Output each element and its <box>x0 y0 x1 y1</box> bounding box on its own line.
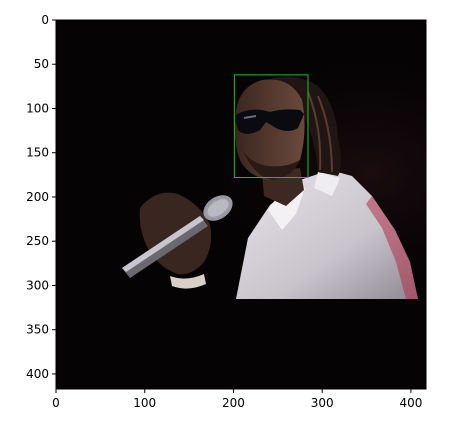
y-tick-label: 250 <box>26 234 49 248</box>
y-tick-label: 50 <box>34 57 49 71</box>
y-tick-label: 150 <box>26 146 49 160</box>
x-tick-label: 300 <box>311 396 334 410</box>
x-axis: 0 100 200 300 400 <box>52 389 422 410</box>
x-tick-label: 200 <box>222 396 245 410</box>
y-tick-label: 0 <box>41 13 49 27</box>
y-axis: 0 50 100 150 200 250 300 350 400 <box>26 13 56 381</box>
y-tick-label: 350 <box>26 323 49 337</box>
y-tick-label: 200 <box>26 190 49 204</box>
x-tick-label: 400 <box>399 396 422 410</box>
x-tick-label: 100 <box>133 396 156 410</box>
image-area <box>56 20 426 389</box>
image-empty-band <box>56 299 426 389</box>
x-tick-label: 0 <box>52 396 60 410</box>
y-tick-label: 400 <box>26 367 49 381</box>
y-tick-label: 100 <box>26 101 49 115</box>
y-tick-label: 300 <box>26 278 49 292</box>
